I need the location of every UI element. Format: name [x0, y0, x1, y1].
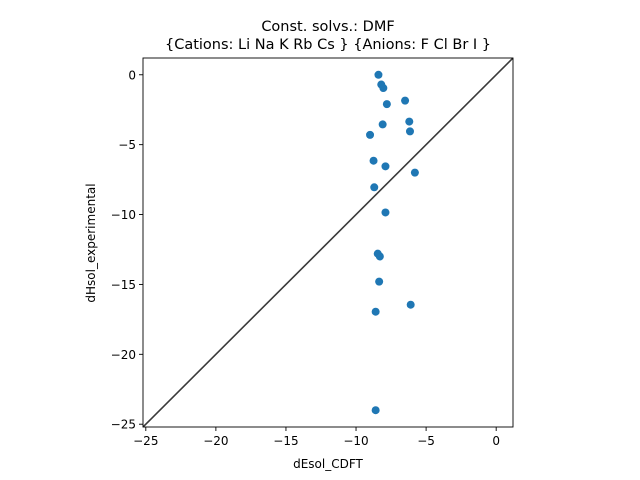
x-tick-label: −15	[273, 434, 298, 448]
data-point	[366, 130, 375, 139]
x-tick-label: −10	[343, 434, 368, 448]
y-tick-label: −25	[111, 418, 136, 432]
data-point	[378, 120, 387, 129]
data-point	[405, 127, 414, 136]
data-point	[369, 156, 378, 165]
data-point	[375, 277, 384, 286]
data-point	[406, 300, 415, 309]
plot-frame	[142, 57, 514, 428]
diagonal-reference-line	[143, 58, 513, 427]
data-point	[381, 208, 390, 217]
data-point	[371, 307, 380, 316]
data-point	[381, 162, 390, 171]
data-point	[379, 84, 388, 93]
data-point	[370, 183, 379, 192]
x-tick-label: 0	[492, 434, 500, 448]
data-point	[410, 168, 419, 177]
data-point	[382, 100, 391, 109]
plot-area: −25 −20 −15 −10 −5 0 0 −5 −10 −15 −20 −25	[111, 57, 514, 448]
y-tick-label: 0	[128, 68, 136, 82]
x-tick-label: −5	[417, 434, 435, 448]
x-axis-label: dEsol_CDFT	[293, 457, 363, 471]
y-tick-label: −20	[111, 348, 136, 362]
data-point	[375, 252, 384, 261]
chart-subtitle: {Cations: Li Na K Rb Cs } {Anions: F Cl …	[165, 37, 491, 53]
data-point	[374, 70, 383, 79]
x-tick-label: −20	[203, 434, 228, 448]
y-axis-label: dHsol_experimental	[84, 183, 98, 302]
x-tick-label: −25	[133, 434, 158, 448]
y-tick-label: −15	[111, 278, 136, 292]
y-tick-label: −10	[111, 208, 136, 222]
chart-title: Const. solvs.: DMF	[261, 19, 394, 35]
data-point	[371, 406, 380, 415]
data-point	[405, 117, 414, 126]
y-tick-label: −5	[118, 138, 136, 152]
data-point	[401, 96, 410, 105]
